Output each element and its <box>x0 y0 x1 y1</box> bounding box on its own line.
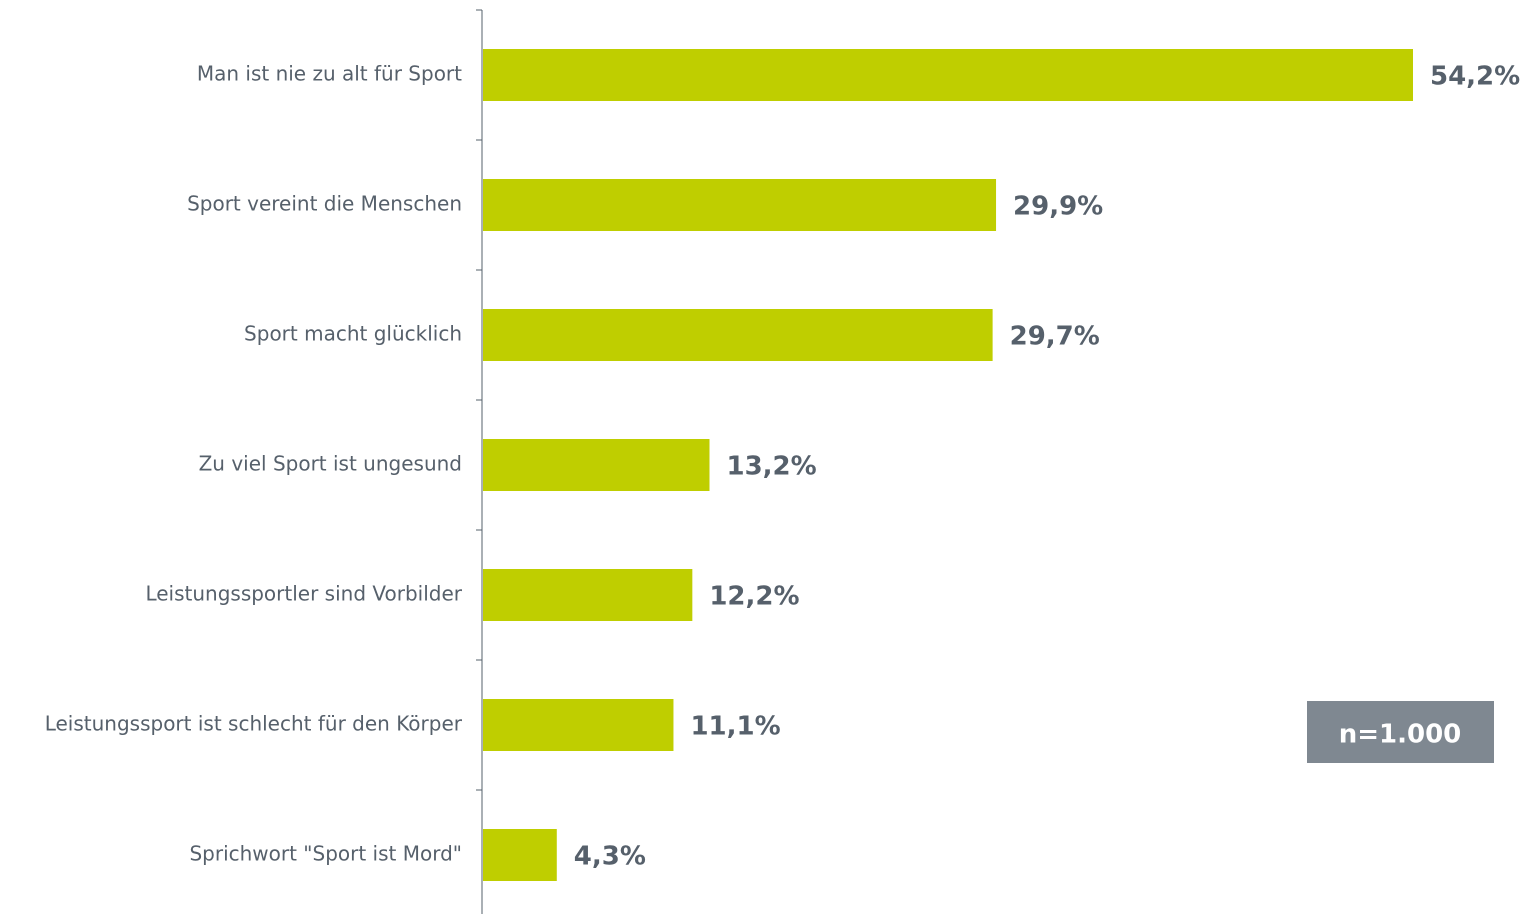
bar <box>483 829 557 881</box>
value-label: 13,2% <box>726 452 816 482</box>
annotation: n=1.000 <box>1339 720 1462 750</box>
category-label: Leistungssportler sind Vorbilder <box>145 582 462 606</box>
value-label: 12,2% <box>709 582 799 612</box>
bar <box>483 179 997 231</box>
value-label: 54,2% <box>1430 62 1520 92</box>
value-label: 11,1% <box>690 712 780 742</box>
bar <box>483 699 674 751</box>
category-label: Sport vereint die Menschen <box>187 192 462 216</box>
value-label: 4,3% <box>574 842 646 872</box>
category-label: Sport macht glücklich <box>244 322 462 346</box>
category-label: Man ist nie zu alt für Sport <box>197 62 462 86</box>
value-label: 29,7% <box>1010 322 1100 352</box>
annotation-box <box>1307 701 1494 763</box>
bar <box>483 569 693 621</box>
category-label: Zu viel Sport ist ungesund <box>199 452 462 476</box>
bar <box>483 309 993 361</box>
value-label: 29,9% <box>1013 192 1103 222</box>
category-label: Leistungssport ist schlecht für den Körp… <box>45 712 463 736</box>
bar <box>483 49 1413 101</box>
bar <box>483 439 710 491</box>
category-label: Sprichwort "Sport ist Mord" <box>189 842 462 866</box>
